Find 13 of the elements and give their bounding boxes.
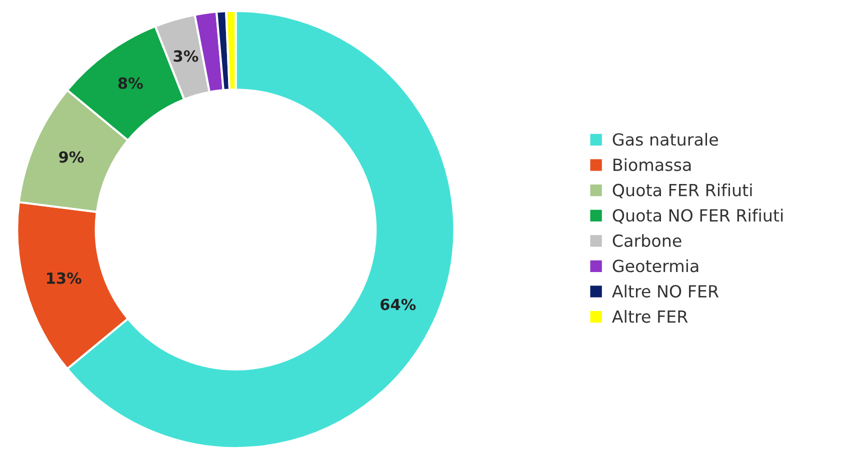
legend-label: Carbone [612,234,682,247]
legend-label: Quota FER Rifiuti [612,183,752,198]
data-label: 3% [174,50,198,62]
data-label: 13% [47,272,82,284]
legend-label: Biomassa [614,158,691,172]
data-label: 9% [59,151,84,163]
legend-label: Altre FER [612,310,688,323]
legend-label: Altre NO FER [612,284,719,298]
legend-label: Gas naturale [612,132,718,146]
data-label: 8% [118,77,143,89]
legend-label: Quota NO FER Rifiuti [612,208,783,224]
data-label: 64% [380,298,416,310]
legend-label: Geotermia [612,259,698,272]
